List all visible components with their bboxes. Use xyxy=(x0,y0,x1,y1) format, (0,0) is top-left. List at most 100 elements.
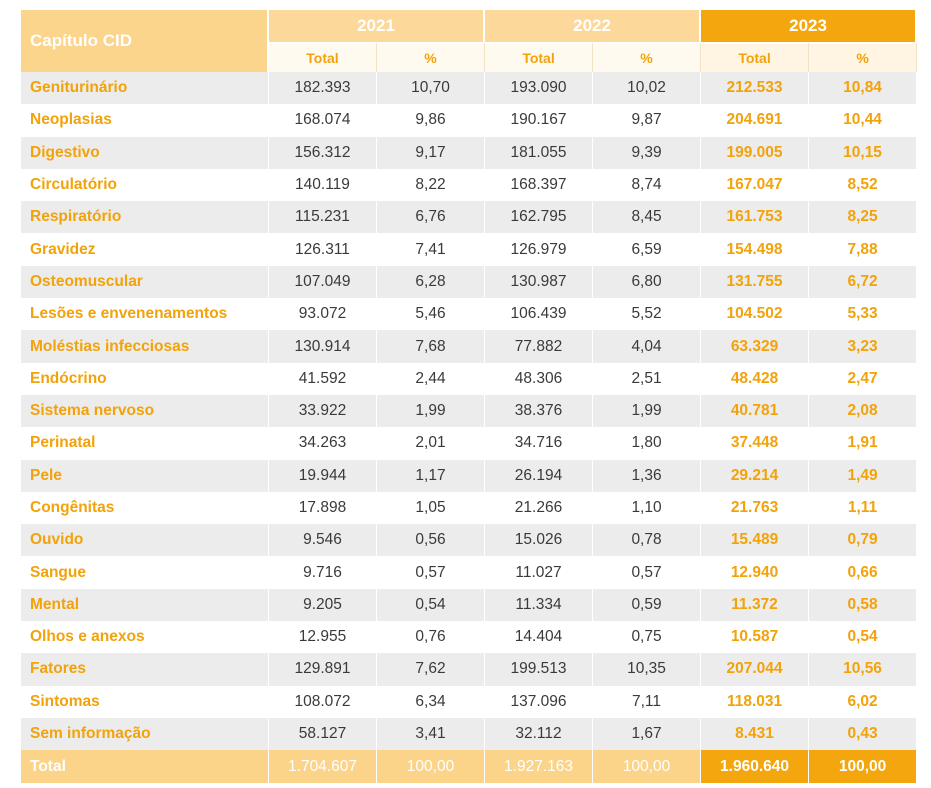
pct-total-2021: 100,00 xyxy=(377,750,486,784)
table-row: Sem informação 58.127 3,41 32.112 1,67 8.431 0… xyxy=(21,717,918,751)
total-2023: 1.960.640 xyxy=(701,750,810,784)
total-2022: 11.334 xyxy=(485,588,594,622)
pct-2022: 6,59 xyxy=(593,233,702,266)
total-2023: 167.047 xyxy=(701,168,810,202)
row-label: Sem informação xyxy=(21,717,269,751)
row-label: Perinatal xyxy=(21,427,269,460)
total-2022: 34.716 xyxy=(485,427,594,460)
pct-2021: 3,41 xyxy=(377,717,486,751)
total-2022: 77.882 xyxy=(485,330,594,363)
total-2022: 193.090 xyxy=(485,72,594,105)
total-2022: 32.112 xyxy=(485,717,594,751)
table-row: Gravidez 126.311 7,41 126.979 6,59 154.498 7,8… xyxy=(21,233,918,266)
pct-2022: 0,59 xyxy=(593,588,702,622)
pct-2023: 8,52 xyxy=(809,168,918,202)
total-2023: 12.940 xyxy=(701,556,810,589)
total-2023: 40.781 xyxy=(701,394,810,428)
pct-2021: 2,44 xyxy=(377,362,486,395)
pct-2023: 10,84 xyxy=(809,72,918,105)
total-2021: 9.205 xyxy=(269,588,377,622)
pct-2022: 0,78 xyxy=(593,524,702,557)
row-label: Respiratório xyxy=(21,201,269,234)
pct-2021: 0,56 xyxy=(377,524,486,557)
pct-2022: 1,99 xyxy=(593,394,702,428)
total-2021: 12.955 xyxy=(269,621,377,654)
pct-2022: 10,35 xyxy=(593,653,702,686)
total-2021: 140.119 xyxy=(269,168,377,202)
row-label: Olhos e anexos xyxy=(21,621,269,654)
total-2021: 33.922 xyxy=(269,394,377,428)
total-2021: 129.891 xyxy=(269,653,377,686)
table-row: Sangue 9.716 0,57 11.027 0,57 12.940 0,66 xyxy=(21,556,918,589)
total-2022: 48.306 xyxy=(485,362,594,395)
total-2022: 190.167 xyxy=(485,104,594,137)
pct-2021: 1,99 xyxy=(377,394,486,428)
pct-2022: 1,80 xyxy=(593,427,702,460)
table-row: Neoplasias 168.074 9,86 190.167 9,87 204.691 1… xyxy=(21,104,918,137)
pct-2022: 7,11 xyxy=(593,685,702,718)
row-label: Neoplasias xyxy=(21,104,269,137)
pct-2023: 0,43 xyxy=(809,717,918,751)
pct-2023: 1,49 xyxy=(809,459,918,492)
total-label: Total xyxy=(21,750,269,784)
total-2022: 162.795 xyxy=(485,201,594,234)
pct-2021: 10,70 xyxy=(377,72,486,105)
pct-2021: 6,28 xyxy=(377,265,486,299)
total-2021: 41.592 xyxy=(269,362,377,395)
total-2022: 168.397 xyxy=(485,168,594,202)
pct-2021: 6,34 xyxy=(377,685,486,718)
row-label: Digestivo xyxy=(21,136,269,169)
total-2021: 1.704.607 xyxy=(269,750,377,784)
pct-2023: 3,23 xyxy=(809,330,918,363)
total-2023: 8.431 xyxy=(701,717,810,751)
pct-2023: 0,58 xyxy=(809,588,918,622)
pct-2023: 1,11 xyxy=(809,491,918,525)
pct-2022: 10,02 xyxy=(593,72,702,105)
header-year-2021: 2021 xyxy=(269,10,486,42)
total-2023: 212.533 xyxy=(701,72,810,105)
total-2021: 17.898 xyxy=(269,491,377,525)
total-2022: 15.026 xyxy=(485,524,594,557)
row-label: Congênitas xyxy=(21,491,269,525)
total-2021: 115.231 xyxy=(269,201,377,234)
pct-total-2023: 100,00 xyxy=(809,750,918,784)
row-label: Moléstias infecciosas xyxy=(21,330,269,363)
table-row: Moléstias infecciosas 130.914 7,68 77.882 4,… xyxy=(21,330,918,363)
total-2021: 9.716 xyxy=(269,556,377,589)
pct-2023: 2,47 xyxy=(809,362,918,395)
total-2022: 106.439 xyxy=(485,298,594,331)
total-2023: 21.763 xyxy=(701,491,810,525)
pct-2021: 9,17 xyxy=(377,136,486,169)
total-2023: 154.498 xyxy=(701,233,810,266)
table-row: Digestivo 156.312 9,17 181.055 9,39 199.005 10… xyxy=(21,136,918,169)
table-row: Pele 19.944 1,17 26.194 1,36 29.214 1,49 xyxy=(21,459,918,492)
table-row: Fatores 129.891 7,62 199.513 10,35 207.044 10,… xyxy=(21,653,918,686)
total-2022: 181.055 xyxy=(485,136,594,169)
header-year-2023: 2023 xyxy=(701,10,918,42)
row-label: Sintomas xyxy=(21,685,269,718)
pct-2023: 10,56 xyxy=(809,653,918,686)
row-label: Sangue xyxy=(21,556,269,589)
pct-2023: 10,44 xyxy=(809,104,918,137)
pct-2021: 7,68 xyxy=(377,330,486,363)
total-2023: 204.691 xyxy=(701,104,810,137)
row-label: Sistema nervoso xyxy=(21,394,269,428)
pct-2021: 6,76 xyxy=(377,201,486,234)
pct-2022: 5,52 xyxy=(593,298,702,331)
pct-2023: 1,91 xyxy=(809,427,918,460)
table-row: Congênitas 17.898 1,05 21.266 1,10 21.763 1,11 xyxy=(21,491,918,525)
pct-2023: 2,08 xyxy=(809,394,918,428)
pct-2023: 6,02 xyxy=(809,685,918,718)
row-label: Mental xyxy=(21,588,269,622)
total-2021: 93.072 xyxy=(269,298,377,331)
row-label: Gravidez xyxy=(21,233,269,266)
row-label: Endócrino xyxy=(21,362,269,395)
pct-2021: 0,57 xyxy=(377,556,486,589)
subheader-total-2021: Total xyxy=(269,42,377,72)
total-2022: 26.194 xyxy=(485,459,594,492)
total-2022: 21.266 xyxy=(485,491,594,525)
pct-2023: 7,88 xyxy=(809,233,918,266)
cid-table-container: Capítulo CID 2021 2022 2023 Total % Tota… xyxy=(21,10,918,784)
pct-2023: 0,54 xyxy=(809,621,918,654)
total-2023: 63.329 xyxy=(701,330,810,363)
